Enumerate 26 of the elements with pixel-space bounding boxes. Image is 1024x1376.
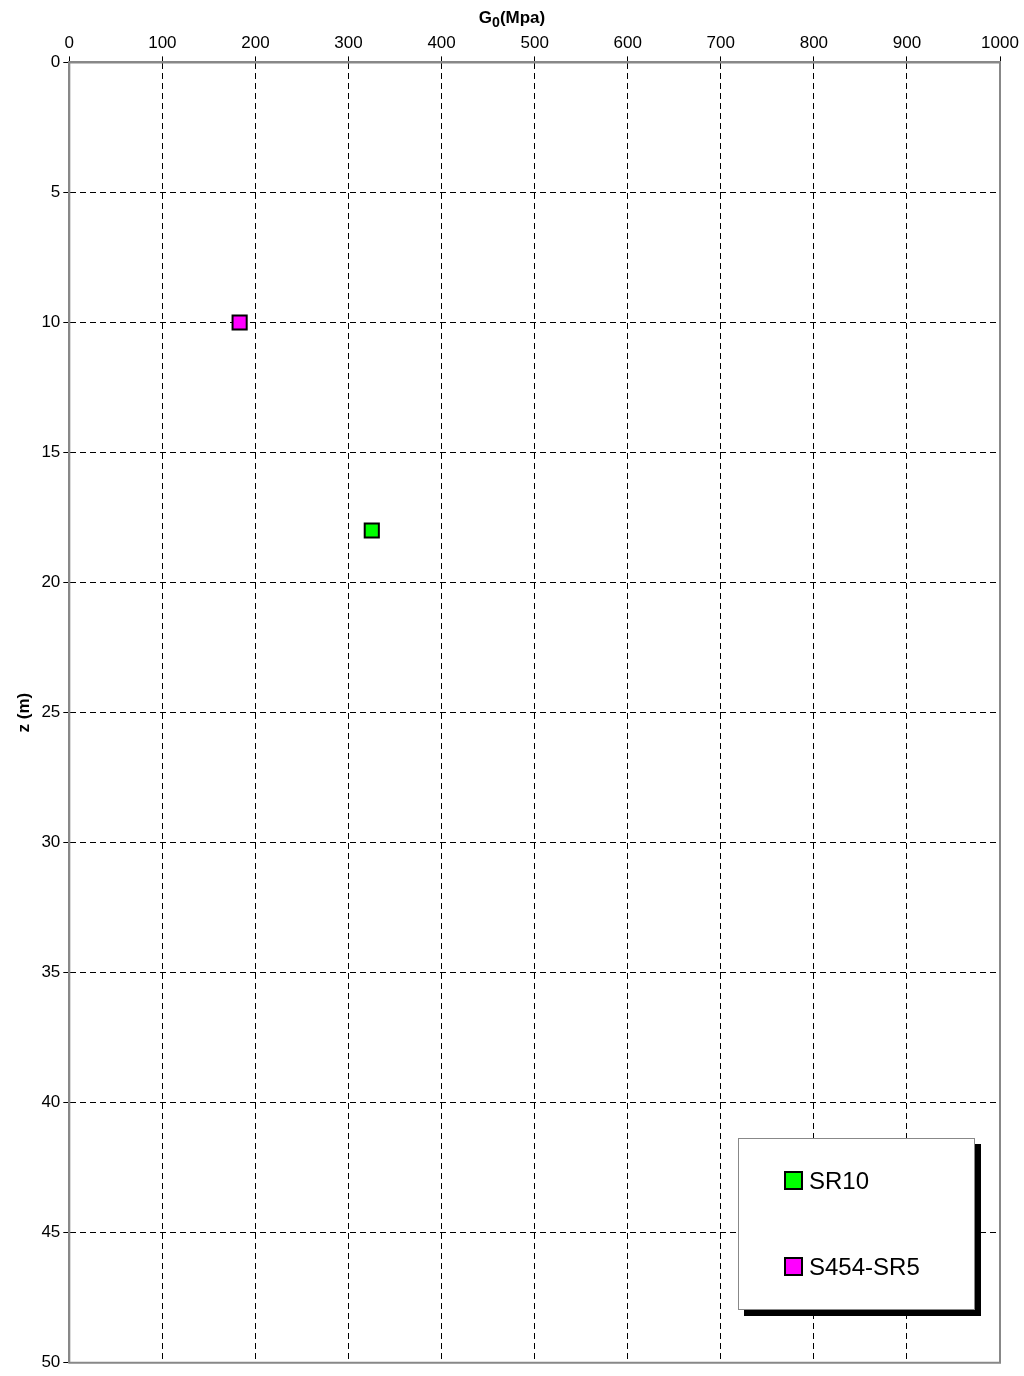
y-tick-label: 15 xyxy=(41,442,61,462)
y-tick-label: 0 xyxy=(50,52,61,72)
x-axis-title: G$_{0}$(Mpa) xyxy=(477,8,547,31)
legend-label: SR10 xyxy=(809,1166,870,1195)
y-tick-label: 45 xyxy=(41,1222,61,1242)
y-tick-label: 50 xyxy=(41,1352,61,1372)
legend-label: S454-SR5 xyxy=(809,1252,920,1281)
x-tick-label: 300 xyxy=(334,32,363,52)
y-tick-label: 5 xyxy=(50,182,61,202)
x-tick-label: 600 xyxy=(613,32,642,52)
x-tick-label: 1000 xyxy=(981,32,1019,52)
x-tick-label: 400 xyxy=(427,32,456,52)
y-tick-label: 25 xyxy=(41,702,61,722)
y-tick-label: 40 xyxy=(41,1092,61,1112)
x-tick-label: 100 xyxy=(148,32,177,52)
y-tick-label: 30 xyxy=(41,832,61,852)
y-tick-label: 10 xyxy=(41,312,61,332)
y-tick-label: 35 xyxy=(41,962,61,982)
x-tick-label: 900 xyxy=(892,32,922,52)
y-tick-label: 20 xyxy=(41,572,61,592)
x-tick-label: 700 xyxy=(706,32,735,52)
x-tick-label: 200 xyxy=(241,32,270,52)
x-tick-label: 0 xyxy=(64,32,75,52)
x-tick-label: 500 xyxy=(520,32,549,52)
x-tick-label: 800 xyxy=(799,32,829,52)
y-axis-title: z (m) xyxy=(13,692,33,733)
